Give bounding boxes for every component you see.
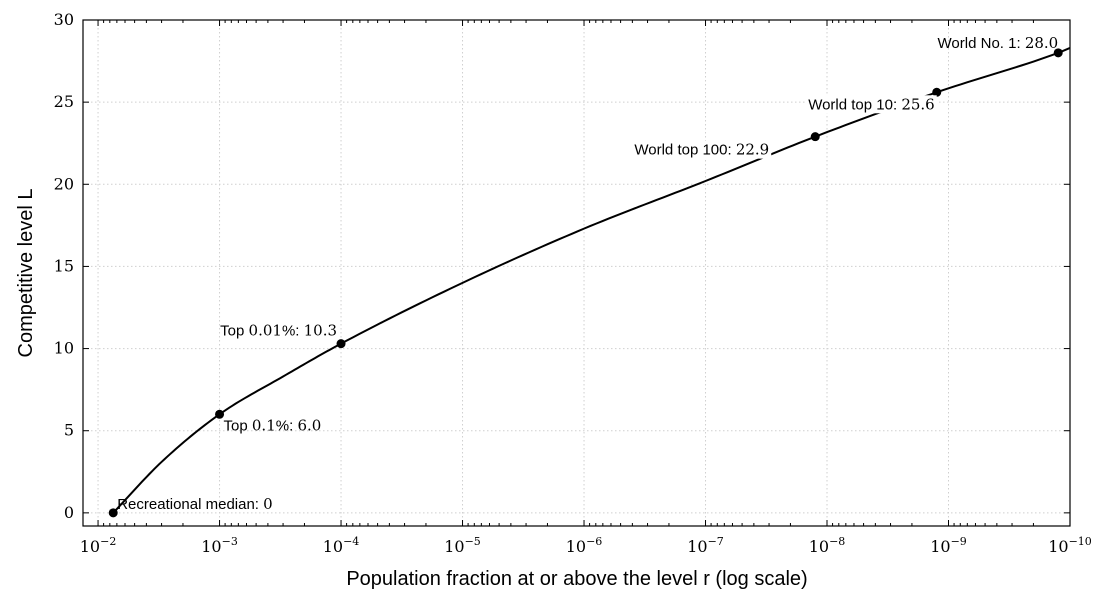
point-annotation: Top 0.1%: 6.0 <box>224 416 322 434</box>
plot-frame <box>82 19 1071 527</box>
point-annotation: World No. 1: 28.0 <box>938 34 1059 52</box>
y-tick-label: 0 <box>64 503 74 522</box>
point-annotation: Top 0.01%: 10.3 <box>220 322 337 340</box>
x-tick-label: 10−9 <box>930 535 967 556</box>
y-tick-label: 15 <box>54 256 74 275</box>
y-tick-labels: 0 5 10 15 20 25 30 <box>54 10 74 522</box>
y-axis-title-text: Competitive level L <box>15 189 37 358</box>
annotation-background <box>806 95 937 114</box>
point-annotation: World top 10: 25.6 <box>808 95 935 113</box>
curve-line <box>112 47 1071 514</box>
x-tick-label: 10−8 <box>809 535 846 556</box>
point-annotation: World top 100: 22.9 <box>634 141 769 159</box>
y-tick-label: 25 <box>54 92 74 111</box>
annotation-background <box>632 140 772 159</box>
x-tick-label: 10−7 <box>687 535 724 556</box>
y-tick-label: 5 <box>64 421 74 440</box>
data-point-marker <box>215 409 225 419</box>
data-point-marker <box>336 339 346 349</box>
data-point-marker <box>108 508 118 518</box>
x-tick-label: 10−10 <box>1048 535 1092 556</box>
axis-ticks <box>83 19 1071 526</box>
y-tick-label: 10 <box>54 339 74 358</box>
data-point-marker <box>810 132 820 142</box>
data-point-marker <box>932 87 942 97</box>
x-tick-label: 10−5 <box>444 535 481 556</box>
x-tick-label: 10−2 <box>80 535 117 556</box>
x-tick-label: 10−3 <box>201 535 238 556</box>
x-tick-label: 10−6 <box>566 535 603 556</box>
x-tick-label: 10−4 <box>323 535 360 556</box>
x-tick-labels: 10−2 10−3 10−4 10−5 10−6 10−7 10−8 10−9 10−10 <box>80 535 1092 556</box>
y-tick-label: 30 <box>54 10 74 29</box>
data-points <box>108 48 1063 518</box>
point-annotation: Recreational median: 0 <box>117 495 272 513</box>
x-axis-title-text: Population fraction at or above the leve… <box>346 568 807 590</box>
data-point-marker <box>1053 48 1063 58</box>
annotations: Recreational median: 0 Top 0.1%: 6.0 Top 0… <box>117 34 1058 513</box>
x-axis-title: Population fraction at or above the leve… <box>346 568 807 590</box>
y-tick-label: 20 <box>54 174 74 193</box>
y-axis-title: Competitive level L <box>15 189 37 358</box>
